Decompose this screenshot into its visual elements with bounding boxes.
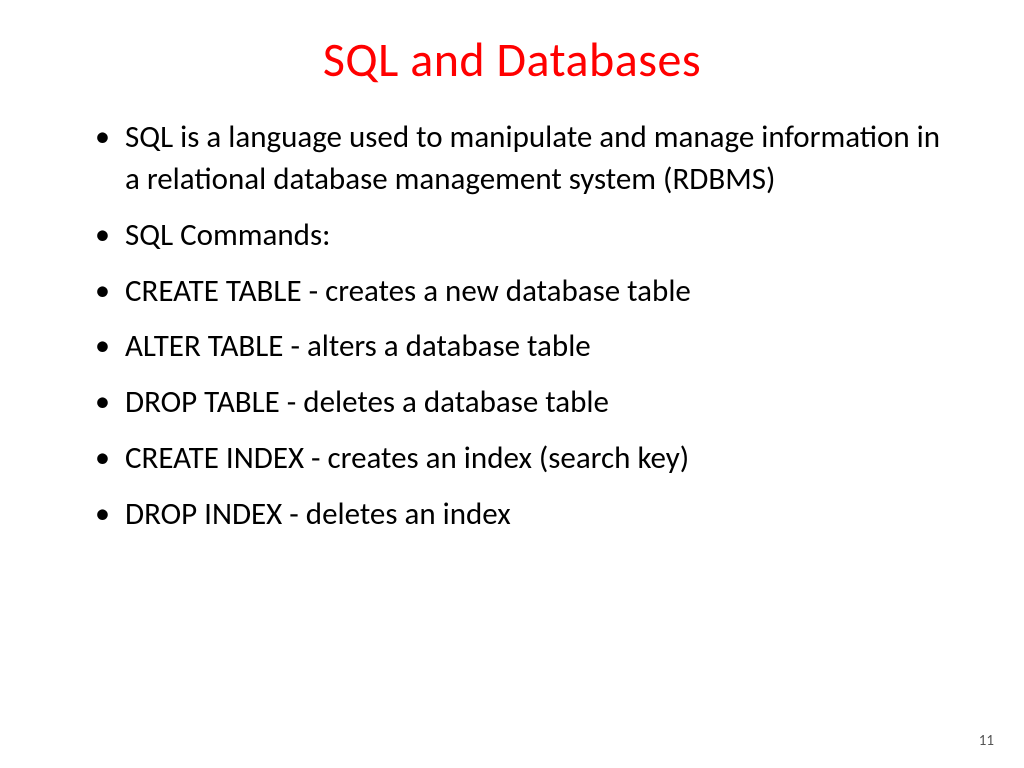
bullet-item: SQL is a language used to manipulate and… bbox=[95, 117, 959, 201]
slide: SQL and Databases SQL is a language used… bbox=[0, 0, 1024, 768]
slide-title: SQL and Databases bbox=[65, 30, 959, 89]
bullet-item: DROP INDEX - deletes an index bbox=[95, 494, 959, 536]
page-number: 11 bbox=[979, 732, 994, 750]
bullet-item: CREATE INDEX - creates an index (search … bbox=[95, 438, 959, 480]
bullet-list: SQL is a language used to manipulate and… bbox=[65, 117, 959, 536]
bullet-item: ALTER TABLE - alters a database table bbox=[95, 326, 959, 368]
bullet-item: CREATE TABLE - creates a new database ta… bbox=[95, 271, 959, 313]
bullet-item: SQL Commands: bbox=[95, 215, 959, 257]
bullet-item: DROP TABLE - deletes a database table bbox=[95, 382, 959, 424]
